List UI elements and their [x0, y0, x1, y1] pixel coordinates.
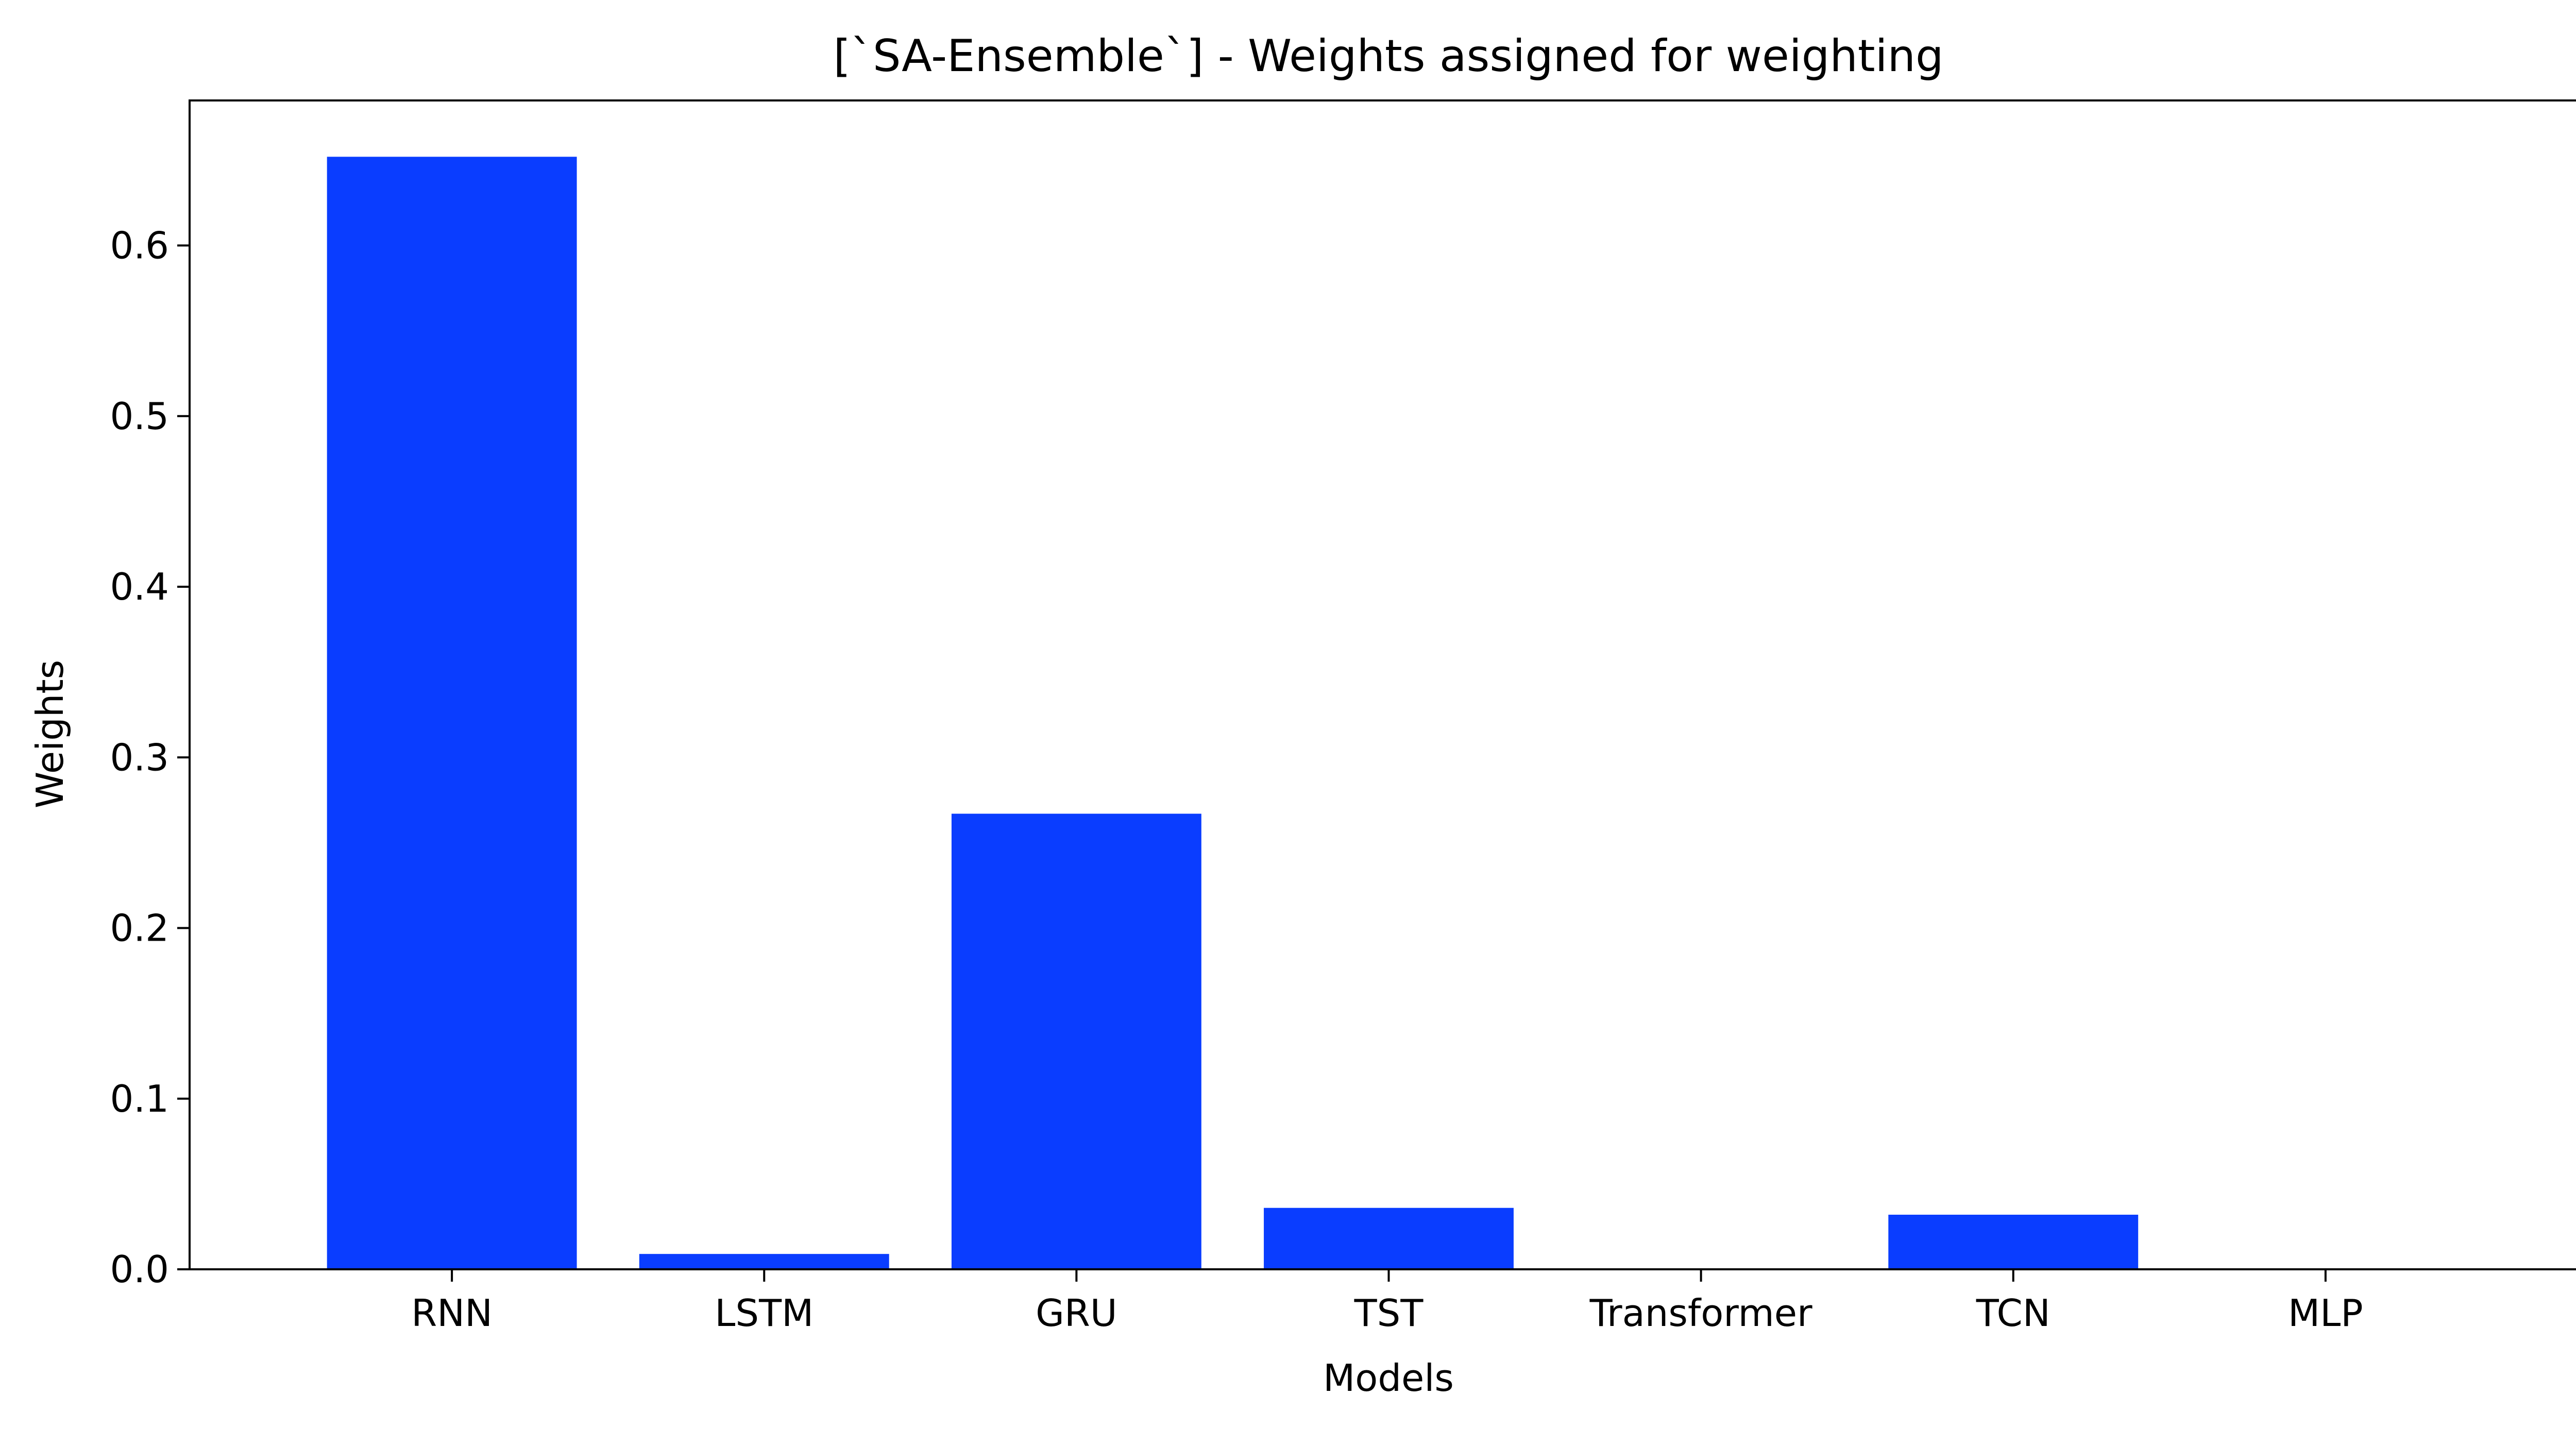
x-tick-label: TCN	[1976, 1291, 2050, 1335]
y-tick-label: 0.2	[110, 907, 169, 950]
x-tick-label: Transformer	[1589, 1291, 1812, 1335]
y-tick-label: 0.4	[110, 565, 169, 608]
bar-tst	[1264, 1207, 1514, 1269]
x-tick-label: LSTM	[715, 1291, 814, 1335]
x-tick-label: TST	[1354, 1291, 1424, 1335]
bar-rnn	[327, 157, 577, 1269]
bar-gru	[951, 813, 1201, 1269]
x-tick-label: RNN	[411, 1291, 493, 1335]
bars-layer	[327, 157, 2139, 1269]
chart-title: [`SA-Ensemble`] - Weights assigned for w…	[833, 30, 1943, 82]
y-tick-label: 0.5	[110, 395, 169, 438]
y-tick-label: 0.3	[110, 736, 169, 779]
y-tick-label: 0.0	[110, 1248, 169, 1291]
x-axis-ticks: RNN LSTM GRU TST Transformer TCN MLP	[411, 1269, 2363, 1335]
bar-tcn	[1888, 1215, 2139, 1269]
y-axis-label: Weights	[28, 660, 72, 808]
plot-frame	[189, 99, 2576, 1270]
x-tick-label: MLP	[2288, 1291, 2363, 1335]
y-tick-label: 0.1	[110, 1077, 169, 1120]
x-tick-label: GRU	[1036, 1291, 1117, 1335]
y-axis-ticks: 0.0 0.1 0.2 0.3 0.4 0.5 0.6	[110, 224, 190, 1291]
x-axis-label: Models	[1323, 1356, 1454, 1400]
bar-lstm	[639, 1254, 889, 1269]
y-tick-label: 0.6	[110, 224, 169, 267]
